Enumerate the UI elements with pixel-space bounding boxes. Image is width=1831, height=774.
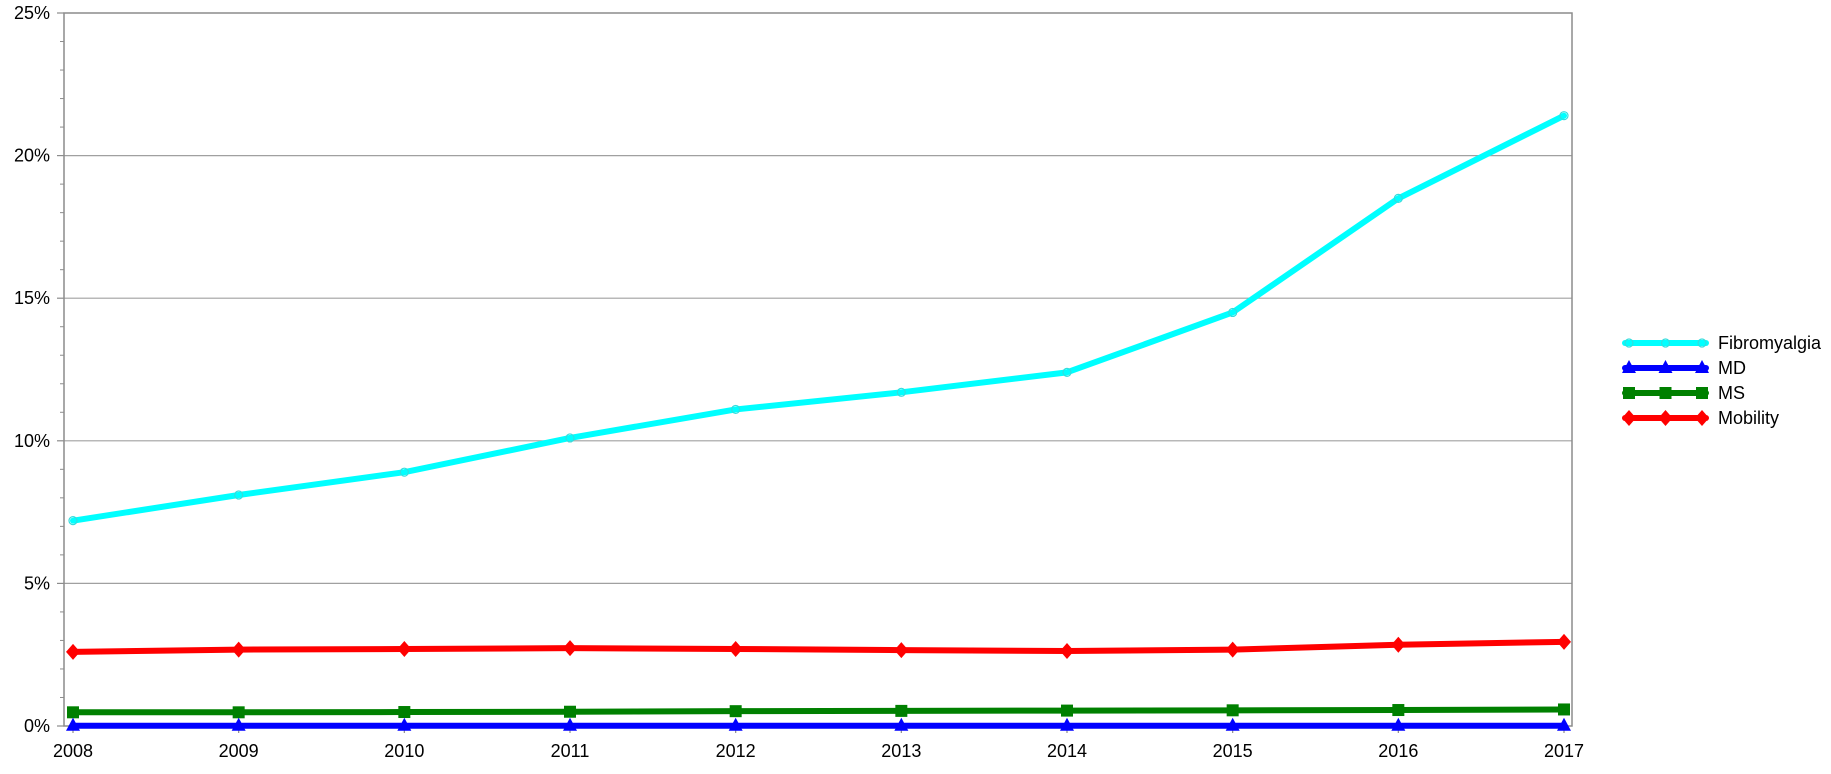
data-point (66, 643, 80, 660)
data-point (231, 641, 246, 658)
data-point (67, 706, 79, 719)
data-point (1559, 111, 1569, 121)
y-tick-label: 20% (14, 146, 50, 166)
data-point (894, 642, 909, 659)
series-md (66, 717, 1571, 731)
series-line (70, 706, 1567, 716)
data-point (1228, 307, 1238, 318)
data-point (1557, 717, 1571, 731)
x-tick-label: 2012 (716, 741, 756, 761)
data-point (1391, 636, 1406, 653)
data-point (397, 717, 412, 731)
data-point (397, 640, 412, 657)
legend-item: Mobility (1622, 408, 1779, 428)
legend-label: Fibromyalgia (1718, 333, 1822, 353)
data-point (398, 706, 411, 719)
legend-marker (1659, 387, 1672, 399)
series-layer (66, 111, 1571, 731)
data-point (66, 717, 80, 731)
series-fibromyalgia (68, 111, 1569, 526)
data-point (1391, 717, 1406, 731)
x-tick-label: 2009 (219, 741, 259, 761)
data-point (729, 705, 742, 718)
data-point (1392, 704, 1405, 717)
legend-marker (1697, 338, 1707, 348)
data-point (1060, 642, 1074, 659)
legend-item: Fibromyalgia (1622, 333, 1822, 353)
y-tick-label: 0% (24, 716, 50, 736)
series-mobility (66, 633, 1571, 660)
data-point (1225, 641, 1240, 658)
data-point (231, 717, 246, 731)
data-point (565, 433, 575, 443)
series-ms (67, 703, 1570, 719)
legend-marker (1624, 338, 1634, 348)
y-tick-label: 15% (14, 288, 50, 308)
data-point (399, 467, 409, 477)
data-point (895, 704, 908, 717)
x-tick-label: 2010 (384, 741, 424, 761)
data-point (564, 705, 576, 718)
data-point (1225, 717, 1240, 731)
legend-marker (1695, 410, 1709, 426)
data-point (1557, 633, 1571, 650)
y-tick-label: 10% (14, 431, 50, 451)
data-point (728, 640, 743, 657)
legend-marker (1622, 410, 1636, 426)
legend: Fibromyalgia MD MS Mobility (1622, 333, 1822, 428)
y-tick-label: 5% (24, 573, 50, 593)
data-point (1393, 193, 1403, 203)
legend-marker (1622, 360, 1636, 373)
data-point (1558, 703, 1570, 716)
data-point (234, 490, 244, 500)
x-tick-label: 2017 (1544, 741, 1584, 761)
legend-marker (1658, 410, 1673, 426)
x-tick-label: 2013 (881, 741, 921, 761)
legend-item: MD (1622, 358, 1746, 378)
data-point (728, 717, 743, 731)
data-point (1226, 704, 1239, 717)
legend-item: MS (1622, 383, 1745, 403)
y-axis: 0% 5% 10% 15% 20% 25% (14, 3, 64, 736)
data-point (563, 717, 577, 731)
data-point (896, 387, 906, 397)
data-point (1060, 717, 1074, 731)
legend-marker (1658, 360, 1673, 373)
data-point (563, 640, 577, 657)
data-point (1062, 367, 1072, 377)
legend-marker (1660, 338, 1671, 348)
data-point (731, 404, 741, 415)
y-tick-label: 25% (14, 3, 50, 23)
data-point (68, 516, 78, 526)
x-tick-label: 2015 (1213, 741, 1253, 761)
legend-marker (1623, 387, 1635, 399)
series-line (70, 638, 1567, 655)
x-tick-label: 2011 (551, 741, 590, 761)
data-point (1061, 704, 1073, 717)
gridlines (64, 155, 1572, 585)
legend-label: MD (1718, 358, 1746, 378)
x-axis: 2008 2009 2010 2011 2012 2013 2014 2015 2016 2017 (53, 726, 1584, 761)
plot-background (64, 13, 1572, 726)
x-tick-label: 2016 (1378, 741, 1418, 761)
x-tick-label: 2008 (53, 741, 93, 761)
data-point (232, 706, 245, 719)
legend-label: Mobility (1718, 408, 1779, 428)
x-tick-label: 2014 (1047, 741, 1087, 761)
series-line (70, 112, 1567, 524)
legend-marker (1696, 387, 1708, 399)
legend-label: MS (1718, 383, 1745, 403)
legend-marker (1695, 360, 1709, 373)
data-point (894, 717, 909, 731)
